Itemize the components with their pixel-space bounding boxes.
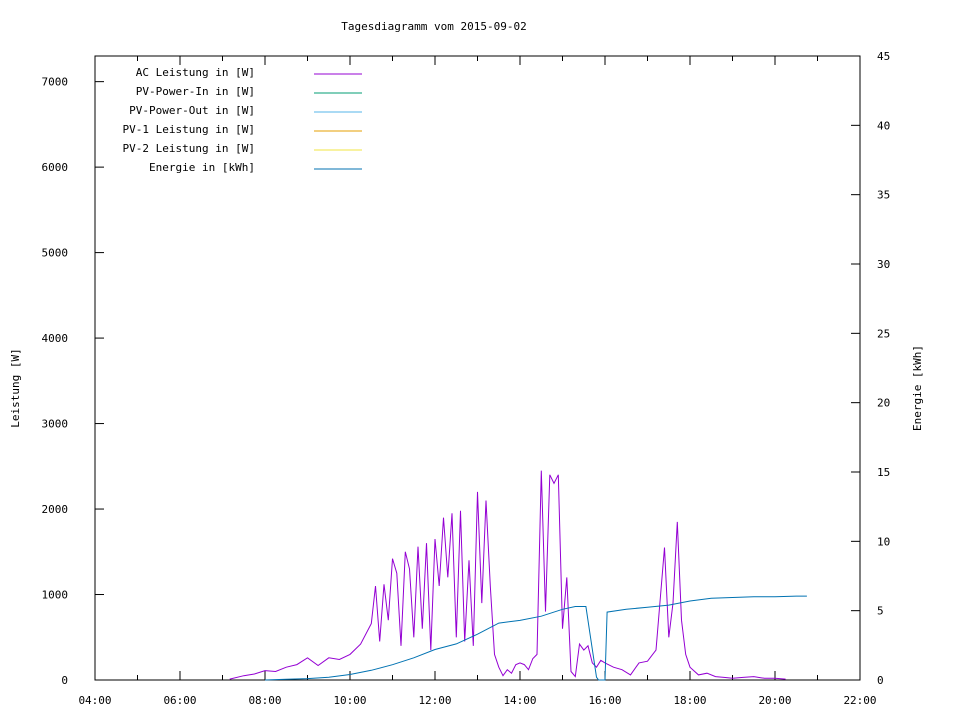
x-tick-label: 06:00 — [163, 694, 196, 707]
x-tick-label: 10:00 — [333, 694, 366, 707]
y-tick-label: 4000 — [42, 332, 69, 345]
x-tick-label: 12:00 — [418, 694, 451, 707]
legend-label: PV-1 Leistung in [W] — [123, 123, 255, 136]
legend-label: Energie in [kWh] — [149, 161, 255, 174]
y-tick-label: 5000 — [42, 247, 69, 260]
x-tick-label: 18:00 — [673, 694, 706, 707]
x-tick-label: 20:00 — [758, 694, 791, 707]
x-tick-label: 08:00 — [248, 694, 281, 707]
y2-tick-label: 15 — [877, 466, 890, 479]
y-tick-label: 7000 — [42, 76, 69, 89]
y-tick-label: 0 — [61, 674, 68, 687]
y-tick-label: 1000 — [42, 589, 69, 602]
series-line-5 — [264, 595, 807, 681]
x-tick-label: 22:00 — [843, 694, 876, 707]
x-tick-label: 14:00 — [503, 694, 536, 707]
y2-tick-label: 30 — [877, 258, 890, 271]
x-axis: 04:00 06:00 08:00 10:00 12:00 14:00 16:00 18:00… — [78, 56, 877, 707]
y-axis-right: 0 5 10 15 20 25 30 35 40 45 — [851, 50, 890, 687]
legend-label: PV-Power-In in [W] — [136, 85, 255, 98]
y2-tick-label: 45 — [877, 50, 890, 63]
series-line-0 — [229, 470, 786, 680]
y-tick-label: 3000 — [42, 418, 69, 431]
series-layer — [229, 470, 807, 681]
legend-label: AC Leistung in [W] — [136, 66, 255, 79]
y2-tick-label: 10 — [877, 535, 890, 548]
legend-label: PV-Power-Out in [W] — [129, 104, 255, 117]
y-axis-left: 0 1000 2000 3000 4000 5000 6000 7000 — [42, 76, 104, 687]
x-tick-label: 04:00 — [78, 694, 111, 707]
y2-tick-label: 40 — [877, 119, 890, 132]
chart-title: Tagesdiagramm vom 2015-09-02 — [341, 20, 526, 33]
y-tick-label: 2000 — [42, 503, 69, 516]
y2-axis-label: Energie [kWh] — [911, 345, 924, 431]
y2-tick-label: 5 — [877, 605, 884, 618]
y2-tick-label: 20 — [877, 397, 890, 410]
y-tick-label: 6000 — [42, 161, 69, 174]
y2-tick-label: 0 — [877, 674, 884, 687]
legend: AC Leistung in [W] PV-Power-In in [W] PV-P… — [123, 66, 362, 174]
legend-label: PV-2 Leistung in [W] — [123, 142, 255, 155]
y-axis-label: Leistung [W] — [9, 348, 22, 427]
y2-tick-label: 35 — [877, 189, 890, 202]
x-tick-label: 16:00 — [588, 694, 621, 707]
y2-tick-label: 25 — [877, 327, 890, 340]
